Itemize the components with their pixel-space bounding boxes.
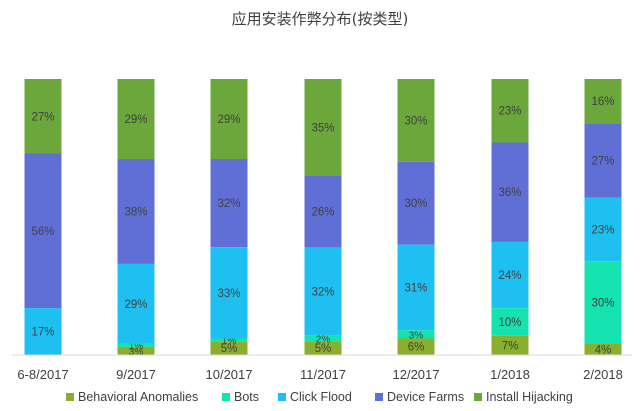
bar-segment-3-4 [397, 161, 435, 245]
data-label: 36% [498, 187, 521, 199]
data-label: 33% [217, 288, 240, 300]
x-tick-label: 2/2018 [583, 367, 623, 382]
bars-group: 17%56%27%3%1%29%38%29%5%1%33%32%29%5%2%3… [24, 79, 622, 358]
data-label: 5% [315, 343, 332, 355]
data-label: 38% [124, 207, 147, 219]
data-label: 3% [409, 330, 424, 341]
data-label: 30% [591, 298, 614, 310]
data-label: 24% [498, 270, 521, 282]
data-label: 30% [404, 115, 427, 127]
bar-segment-3-2 [210, 159, 248, 248]
bar-segment-4-6 [584, 79, 622, 124]
bar-segment-3-5 [491, 142, 529, 242]
data-label: 2% [316, 334, 331, 345]
bar-segment-4-3 [304, 79, 342, 176]
legend-swatch [278, 393, 286, 401]
data-label: 1% [129, 341, 144, 352]
data-label: 23% [498, 106, 521, 118]
legend-swatch [474, 393, 482, 401]
bar-segment-2-3 [304, 247, 342, 336]
x-tick-label: 9/2017 [116, 367, 156, 382]
data-label: 17% [31, 327, 54, 339]
data-label: 4% [595, 345, 612, 357]
x-tick-label: 12/2017 [393, 367, 440, 382]
legend: Behavioral Anomalies Bots Click Flood Devic… [66, 390, 573, 404]
bar-segment-1-1 [117, 344, 155, 347]
data-label: 6% [408, 342, 425, 354]
bar-segment-1-5 [491, 308, 529, 336]
bar-segment-2-6 [584, 197, 622, 262]
legend-label: Bots [234, 390, 259, 404]
data-label: 31% [404, 282, 427, 294]
bar-segment-3-0 [24, 153, 62, 309]
bar-segment-1-6 [584, 261, 622, 344]
bar-segment-2-5 [491, 241, 529, 308]
data-label: 23% [591, 224, 614, 236]
legend-swatch [66, 393, 74, 401]
x-tick-label: 10/2017 [206, 367, 253, 382]
data-label: 27% [31, 111, 54, 123]
bar-segment-3-6 [584, 123, 622, 198]
data-label: 32% [217, 198, 240, 210]
bar-segment-0-5 [491, 335, 529, 355]
legend-label: Click Flood [290, 390, 352, 404]
data-label: 29% [217, 114, 240, 126]
bar-segment-0-4 [397, 338, 435, 355]
bar-segment-3-3 [304, 175, 342, 248]
bar-segment-0-1 [117, 346, 155, 355]
bar-segment-4-2 [210, 79, 248, 159]
data-label: 27% [591, 155, 614, 167]
bar-segment-1-4 [397, 330, 435, 339]
bar-segment-0-3 [304, 341, 342, 355]
legend-label: Behavioral Anomalies [78, 390, 198, 404]
bar-segment-4-5 [491, 79, 529, 143]
data-label: 32% [311, 287, 334, 299]
bar-segment-0-2 [210, 341, 248, 355]
legend-swatch [222, 393, 230, 401]
data-label: 16% [591, 96, 614, 108]
x-tick-label: 1/2018 [490, 367, 530, 382]
data-label: 3% [129, 347, 144, 358]
legend-label: Install Hijacking [486, 390, 573, 404]
bar-segment-2-2 [210, 247, 248, 339]
data-label: 56% [31, 226, 54, 238]
x-tick-labels: 6-8/2017 9/2017 10/2017 11/2017 12/2017 1/201… [17, 367, 623, 382]
bar-segment-0-6 [584, 344, 622, 355]
x-tick-label: 6-8/2017 [17, 367, 68, 382]
data-label: 26% [311, 207, 334, 219]
legend-swatch [375, 393, 383, 401]
x-tick-label: 11/2017 [300, 367, 346, 382]
bar-segment-4-4 [397, 79, 435, 162]
data-label: 1% [222, 336, 237, 347]
legend-label: Device Farms [387, 390, 464, 404]
bar-segment-4-1 [117, 79, 155, 159]
data-label: 7% [502, 340, 519, 352]
bar-segment-1-3 [304, 335, 342, 342]
data-label: 29% [124, 299, 147, 311]
data-label: 35% [311, 122, 334, 134]
data-label: 5% [221, 343, 238, 355]
data-label: 30% [404, 198, 427, 210]
bar-segment-4-0 [24, 79, 62, 154]
bar-segment-2-4 [397, 244, 435, 331]
bar-segment-2-0 [24, 308, 62, 355]
data-label: 29% [124, 114, 147, 126]
chart-title: 应用安装作弊分布(按类型) [232, 10, 409, 28]
data-label: 10% [498, 317, 521, 329]
bar-segment-1-2 [210, 338, 248, 342]
bar-segment-3-1 [117, 159, 155, 264]
bar-segment-2-1 [117, 263, 155, 344]
